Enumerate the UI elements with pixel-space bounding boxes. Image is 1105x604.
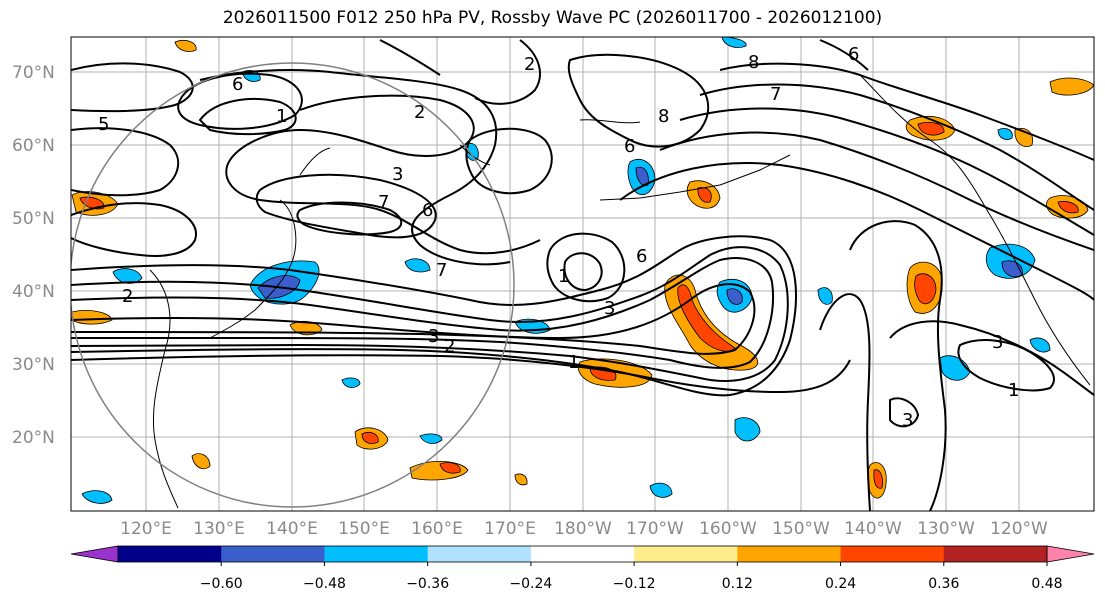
anomaly-shading (71, 37, 1094, 504)
lon-label: 160°W (699, 519, 757, 539)
contour-label: 3 (902, 410, 913, 431)
lon-label: 180°W (554, 519, 612, 539)
contour-label: 3 (428, 326, 439, 347)
longitude-axis: 120°E 130°E 140°E 150°E 160°E 170°E 180°… (120, 519, 1048, 539)
contour-label: 1 (1008, 380, 1019, 401)
contour-label: 2 (444, 336, 455, 357)
colorbar-segment (324, 546, 429, 562)
colorbar-segment (530, 546, 635, 562)
lat-label: 20°N (12, 428, 55, 448)
colorbar-tick-label: −0.48 (303, 576, 346, 592)
contour-label: 7 (770, 84, 781, 105)
contour-label: 1 (558, 266, 569, 287)
lon-label: 150°W (772, 519, 830, 539)
contour-label: 2 (414, 102, 425, 123)
lon-label: 170°W (626, 519, 684, 539)
contour-label: 6 (422, 200, 433, 221)
colorbar-tick-label: 0.36 (928, 576, 959, 592)
lon-label: 120°W (990, 519, 1048, 539)
contour-label: 3 (604, 298, 615, 319)
contour-label: 5 (98, 114, 109, 135)
lon-label: 140°E (266, 519, 318, 539)
lat-label: 30°N (12, 355, 55, 375)
lon-label: 160°E (411, 519, 463, 539)
map-frame (70, 36, 1095, 512)
colorbar-tick-label: −0.24 (509, 576, 552, 592)
contour-label: 1 (568, 352, 579, 373)
contour-label: 6 (232, 74, 243, 95)
colorbar-segment (221, 546, 325, 562)
colorbar-left-extension (70, 545, 119, 563)
colorbar-tick-label: −0.60 (200, 576, 243, 592)
lon-label: 130°W (917, 519, 975, 539)
colorbar-tick-label: 0.24 (825, 576, 856, 592)
latitude-axis: 70°N 60°N 50°N 40°N 30°N 20°N (12, 63, 55, 448)
contour-label: 6 (848, 44, 859, 65)
contour-label: 7 (378, 192, 389, 213)
lat-label: 70°N (12, 63, 55, 83)
contour-label: 7 (436, 260, 447, 281)
lat-label: 60°N (12, 136, 55, 156)
reference-circle (71, 62, 515, 508)
colorbar-segment (737, 546, 842, 562)
lon-label: 130°E (193, 519, 245, 539)
contour-label: 1 (276, 106, 287, 127)
contour-label: 3 (392, 164, 403, 185)
lon-label: 170°E (484, 519, 536, 539)
colorbar-segment (634, 546, 738, 562)
lat-label: 40°N (12, 282, 55, 302)
contour-labels: 1 2 2 3 5 6 6 7 7 3 2 1 1 3 6 6 8 8 7 6 … (98, 44, 1019, 431)
contour-label: 6 (624, 136, 635, 157)
colorbar-tick-label: 0.48 (1031, 576, 1062, 592)
contour-label: 8 (748, 52, 759, 73)
contour-label: 2 (122, 286, 133, 307)
colorbar-right-extension (1046, 545, 1095, 563)
colorbar: −0.60 −0.48 −0.36 −0.24 −0.12 0.12 0.24 0.36 0.4… (70, 545, 1095, 592)
contour-label: 2 (524, 54, 535, 75)
contour-label: 3 (992, 332, 1003, 353)
lon-label: 150°E (338, 519, 390, 539)
pv-contours (71, 39, 1094, 511)
colorbar-segment (943, 546, 1048, 562)
map-title: 2026011500 F012 250 hPa PV, Rossby Wave … (222, 8, 883, 28)
lon-label: 140°W (844, 519, 902, 539)
colorbar-segment (427, 546, 532, 562)
colorbar-outline (117, 545, 1048, 563)
contour-label: 6 (636, 246, 647, 267)
colorbar-tick-label: −0.12 (613, 576, 656, 592)
lat-label: 50°N (12, 209, 55, 229)
colorbar-segment (118, 546, 222, 562)
colorbar-segment (840, 546, 945, 562)
lon-label: 120°E (120, 519, 172, 539)
contour-label: 8 (658, 106, 669, 127)
colorbar-tick-label: −0.36 (406, 576, 449, 592)
colorbar-tick-label: 0.12 (722, 576, 753, 592)
coastlines (149, 74, 1091, 509)
